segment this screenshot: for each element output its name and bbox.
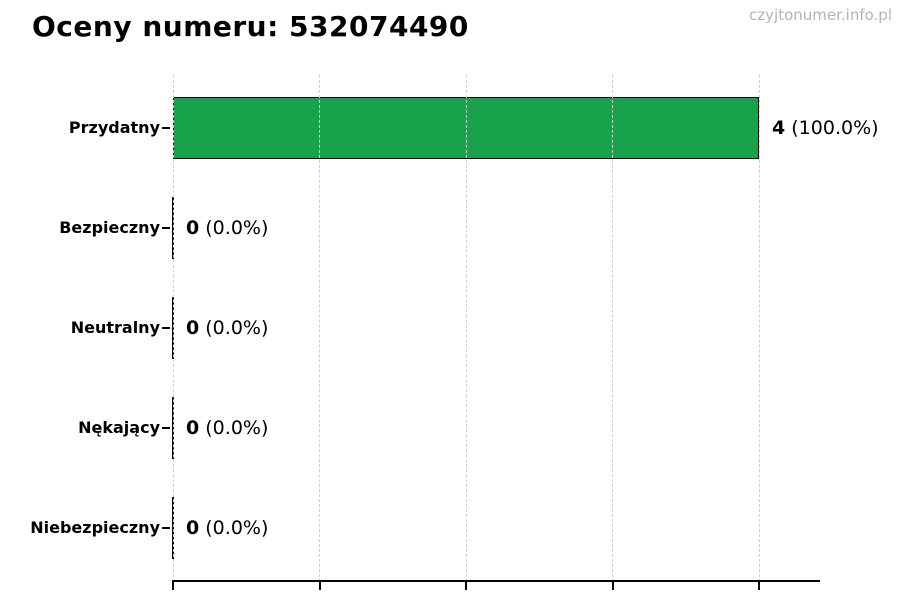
y-axis-tick [162,327,170,329]
category-label: Niebezpieczny [30,518,160,537]
x-gridline [319,75,320,582]
value-percent: (0.0%) [199,517,269,539]
value-percent: (100.0%) [785,117,879,139]
x-axis-tick [611,582,614,590]
value-number: 0 [186,517,200,539]
chart-title: Oceny numeru: 532074490 [32,10,469,43]
value-number: 0 [186,217,200,239]
value-label: 0 (0.0%) [186,515,268,541]
category-label: Nękający [78,418,160,437]
x-axis-tick [318,582,321,590]
y-axis-tick [162,427,170,429]
watermark: czyjtonumer.info.pl [749,6,892,24]
category-label: Neutralny [70,318,160,337]
x-gridline [172,75,174,582]
x-gridline [758,75,760,582]
category-label: Bezpieczny [59,218,160,237]
value-number: 4 [772,117,786,139]
y-axis-tick [162,527,170,529]
value-label: 0 (0.0%) [186,315,268,341]
value-percent: (0.0%) [199,417,269,439]
x-axis-line [172,580,820,582]
x-axis-tick [758,582,760,590]
x-axis-tick [465,582,467,590]
value-number: 0 [186,317,200,339]
y-axis-tick [162,227,170,229]
x-gridline [612,75,613,582]
y-axis-tick [162,127,170,129]
category-label: Przydatny [68,118,160,137]
value-label: 0 (0.0%) [186,415,268,441]
value-number: 0 [186,417,200,439]
value-label: 4 (100.0%) [772,115,879,141]
x-gridline [465,75,467,582]
value-percent: (0.0%) [199,317,269,339]
x-axis-tick [172,582,174,590]
value-label: 0 (0.0%) [186,215,268,241]
value-percent: (0.0%) [199,217,269,239]
